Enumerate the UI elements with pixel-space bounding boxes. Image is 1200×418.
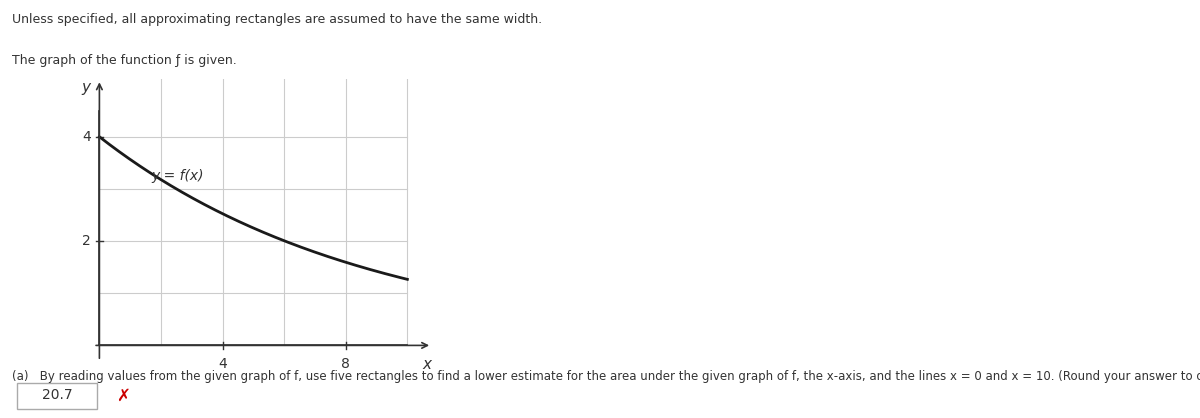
- Text: y: y: [82, 80, 90, 95]
- Text: 8: 8: [341, 357, 350, 371]
- Text: ✗: ✗: [116, 387, 131, 405]
- Bar: [17, 383, 96, 409]
- Text: 20.7: 20.7: [42, 388, 72, 402]
- Text: 4: 4: [82, 130, 91, 144]
- Text: 4: 4: [218, 357, 227, 371]
- Text: y = f(x): y = f(x): [151, 169, 204, 183]
- Text: x: x: [422, 357, 432, 372]
- Text: Unless specified, all approximating rectangles are assumed to have the same widt: Unless specified, all approximating rect…: [12, 13, 542, 25]
- Text: 2: 2: [82, 234, 91, 248]
- Text: (a)   By reading values from the given graph of f, use five rectangles to find a: (a) By reading values from the given gra…: [12, 370, 1200, 383]
- Text: The graph of the function ƒ is given.: The graph of the function ƒ is given.: [12, 54, 236, 67]
